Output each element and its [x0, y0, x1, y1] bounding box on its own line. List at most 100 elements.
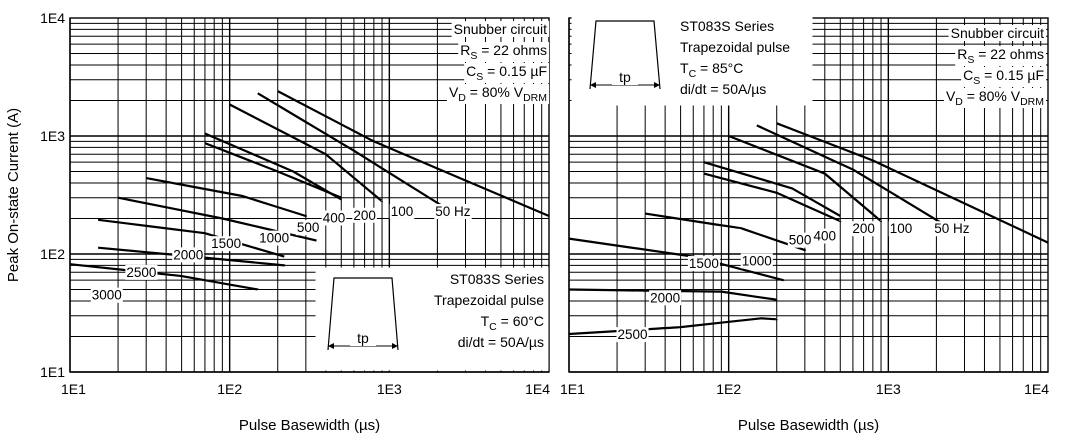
- condition-fragment: R: [460, 42, 470, 58]
- y-axis-title: Peak On-state Current (A): [5, 108, 22, 282]
- curve-label: 100: [890, 221, 913, 236]
- curve-label: 500: [789, 233, 812, 248]
- condition-bg: [464, 63, 549, 83]
- condition-text: TC = 60°C: [481, 313, 544, 333]
- trapezoidal-pulse-icon: [589, 20, 661, 90]
- condition-fragment: di/dt = 50A/µs: [680, 81, 766, 97]
- curve-label: 1000: [259, 231, 289, 246]
- condition-text: Snubber circuit: [951, 25, 1044, 41]
- info-box-bg: [571, 14, 813, 106]
- series-curve-500: [703, 172, 842, 223]
- condition-fragment: Snubber circuit: [951, 25, 1044, 41]
- condition-text: ST083S Series: [680, 18, 774, 34]
- info-box-bg: [315, 267, 549, 371]
- condition-fragment: = 85°C: [696, 60, 743, 76]
- condition-fragment: T: [680, 60, 689, 76]
- x-tick-label: 1E2: [716, 381, 741, 397]
- condition-bg: [458, 42, 549, 62]
- condition-subscript: S: [967, 54, 974, 66]
- condition-bg: [961, 67, 1046, 87]
- y-tick-label: 1E3: [40, 128, 65, 144]
- curve-label-bg: [649, 290, 682, 306]
- condition-subscript: S: [973, 75, 980, 87]
- condition-fragment: = 0.15 µF: [483, 63, 547, 79]
- condition-text: Trapezoidal pulse: [680, 39, 790, 55]
- condition-text: RS = 22 ohms: [957, 46, 1044, 66]
- series-curve-3000: [69, 263, 258, 291]
- condition-subscript: S: [470, 50, 477, 62]
- curve-label: 2500: [126, 265, 156, 280]
- plot-border: [69, 17, 550, 373]
- curve-label: 500: [297, 220, 320, 235]
- x-tick-label: 1E1: [61, 381, 86, 397]
- curve-label-bg: [295, 220, 321, 236]
- y-tick-label: 1E2: [40, 246, 65, 262]
- curve-label: 400: [323, 210, 346, 225]
- series-curve-200: [229, 103, 384, 203]
- condition-bg: [943, 88, 1046, 108]
- condition-text: RS = 22 ohms: [460, 42, 547, 62]
- x-tick-label: 1E4: [525, 381, 550, 397]
- condition-fragment: V: [449, 84, 459, 100]
- condition-bg: [451, 21, 550, 37]
- curve-label-bg: [933, 221, 971, 237]
- series-curve-500: [204, 142, 342, 199]
- x-tick-label: 1E3: [876, 381, 901, 397]
- condition-fragment: T: [481, 313, 490, 329]
- series-curve-50-hz: [776, 122, 1049, 244]
- condition-fragment: R: [957, 46, 967, 62]
- curve-label-bg: [812, 228, 838, 244]
- condition-fragment: C: [466, 63, 476, 79]
- curve-label: 200: [852, 221, 875, 236]
- condition-text: Trapezoidal pulse: [434, 292, 544, 308]
- condition-fragment: ST083S Series: [680, 18, 774, 34]
- x-axis-ticks: 1E1 1E2 1E3 1E4: [61, 381, 550, 397]
- condition-fragment: Trapezoidal pulse: [434, 292, 544, 308]
- condition-fragment: V: [946, 88, 956, 104]
- curve-label-bg: [90, 287, 123, 303]
- condition-fragment: = 60°C: [497, 313, 544, 329]
- series-group: [69, 90, 550, 291]
- curve-label: 2000: [650, 290, 680, 305]
- series-curve-200: [728, 134, 883, 223]
- x-axis-title: Pulse Basewidth (µs): [239, 417, 380, 434]
- condition-fragment: ST083S Series: [450, 271, 544, 287]
- condition-text: di/dt = 50A/µs: [680, 81, 766, 97]
- curve-label-bg: [125, 264, 158, 280]
- x-axis-title: Pulse Basewidth (µs): [738, 417, 879, 434]
- condition-subscript: DRM: [523, 92, 547, 104]
- condition-subscript: C: [689, 68, 697, 80]
- y-tick-label: 1E4: [40, 10, 65, 26]
- series-curve-50-hz: [277, 90, 550, 218]
- condition-text: VD = 80% VDRM: [946, 88, 1044, 108]
- curve-label: 2500: [618, 327, 648, 342]
- curve-label-bg: [352, 207, 377, 223]
- condition-subscript: D: [955, 96, 963, 108]
- curve-label-bg: [888, 221, 914, 237]
- series-curve-400: [703, 161, 841, 218]
- trapezoidal-pulse-icon: [327, 277, 399, 351]
- curve-label: 50 Hz: [435, 204, 471, 219]
- condition-bg: [948, 25, 1047, 41]
- curve-label: 200: [353, 208, 376, 223]
- series-curve-2000: [97, 218, 285, 258]
- x-tick-label: 1E1: [560, 381, 585, 397]
- curve-label: 1500: [211, 236, 241, 251]
- curve-label-bg: [787, 232, 813, 248]
- condition-fragment: di/dt = 50A/µs: [458, 334, 544, 350]
- curve-label-bg: [389, 203, 415, 219]
- curve-label-bg: [851, 221, 876, 237]
- condition-text: CS = 0.15 µF: [963, 67, 1044, 87]
- condition-subscript: C: [489, 321, 497, 333]
- curve-label-bg: [321, 210, 347, 226]
- condition-text: CS = 0.15 µF: [466, 63, 547, 83]
- series-curve-1000: [145, 177, 307, 218]
- x-tick-label: 1E4: [1024, 381, 1049, 397]
- curve-label: 50 Hz: [934, 221, 970, 236]
- condition-fragment: = 80% V: [466, 84, 524, 100]
